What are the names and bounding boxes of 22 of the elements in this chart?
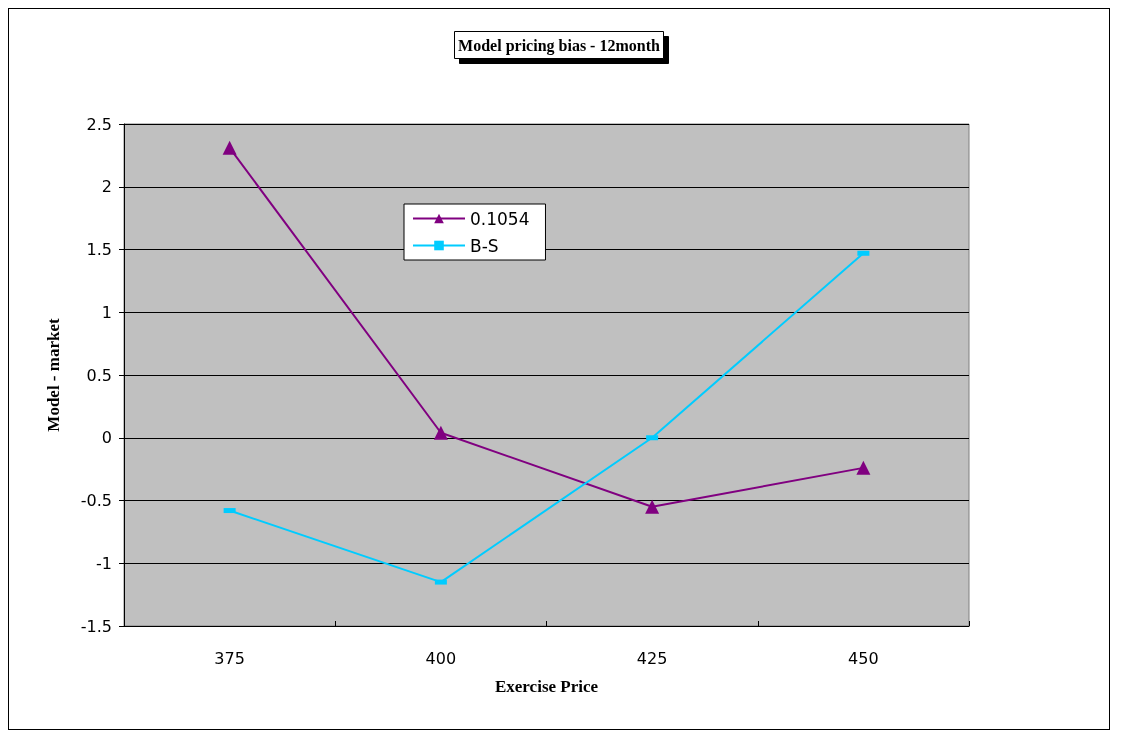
x-tick-label: 375 xyxy=(214,648,245,668)
x-tick-label: 450 xyxy=(848,648,879,668)
y-tick-label: -1.5 xyxy=(80,616,112,636)
x-axis-title: Exercise Price xyxy=(494,677,599,696)
y-tick-label: 2.5 xyxy=(86,114,112,134)
point xyxy=(222,140,237,155)
y-tick-label: 0.5 xyxy=(86,365,112,385)
chart-title: Model pricing bias - 12month xyxy=(458,36,660,55)
point xyxy=(433,425,448,440)
x-tick-label: 400 xyxy=(425,648,457,668)
y-tick-label: -1 xyxy=(96,553,112,573)
y-tick-label: 2 xyxy=(101,177,112,197)
legend-label: 0.1054 xyxy=(470,208,530,229)
y-tick-label: -0.5 xyxy=(80,491,112,510)
point xyxy=(645,499,660,514)
x-tick-label: 425 xyxy=(636,648,668,668)
y-tick-label: 0 xyxy=(101,428,112,448)
y-tick-label: 1.5 xyxy=(86,240,112,259)
y-tick-label: 1 xyxy=(101,302,112,322)
legend-label: B-S xyxy=(470,235,499,256)
y-axis-title: Model - market xyxy=(44,318,63,432)
point xyxy=(856,460,871,475)
